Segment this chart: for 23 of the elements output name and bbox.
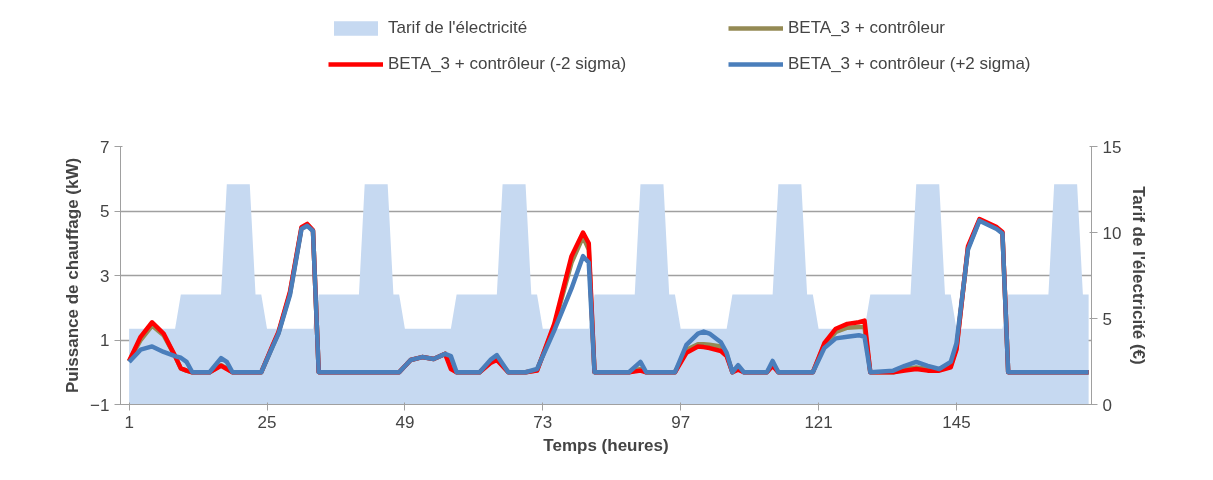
y-tick-label: 3 xyxy=(100,266,110,286)
y2-tick-label: 5 xyxy=(1102,309,1112,329)
x-tick-label: 49 xyxy=(395,412,415,432)
x-tick-label: 73 xyxy=(533,412,553,432)
y-axis-title: Puissance de chauffage (kW) xyxy=(63,157,83,394)
legend-label: Tarif de l'électricité xyxy=(388,18,529,38)
x-tick-label: 97 xyxy=(671,412,691,432)
y-tick-label: 1 xyxy=(100,331,110,350)
x-tick-label: 1 xyxy=(124,412,134,432)
y-tick-label: 7 xyxy=(100,137,110,157)
x-axis-title: Temps (heures) xyxy=(543,435,669,455)
legend-label: BETA_3 + contrôleur xyxy=(788,18,947,38)
y2-tick-label: 15 xyxy=(1102,137,1122,157)
y2-tick-label: 10 xyxy=(1102,223,1122,243)
y-tick-label: −1 xyxy=(90,395,110,415)
legend-label: BETA_3 + contrôleur (+2 sigma) xyxy=(788,54,1032,74)
y2-tick-label: 0 xyxy=(1102,395,1112,415)
x-tick-label: 145 xyxy=(942,412,971,432)
y-tick-label: 5 xyxy=(100,202,110,221)
x-tick-label: 25 xyxy=(257,412,277,432)
x-tick-label: 121 xyxy=(804,412,833,432)
y2-axis-title: Tarif de l'électricité (€) xyxy=(1129,186,1149,365)
legend-label: BETA_3 + contrôleur (-2 sigma) xyxy=(388,54,628,74)
